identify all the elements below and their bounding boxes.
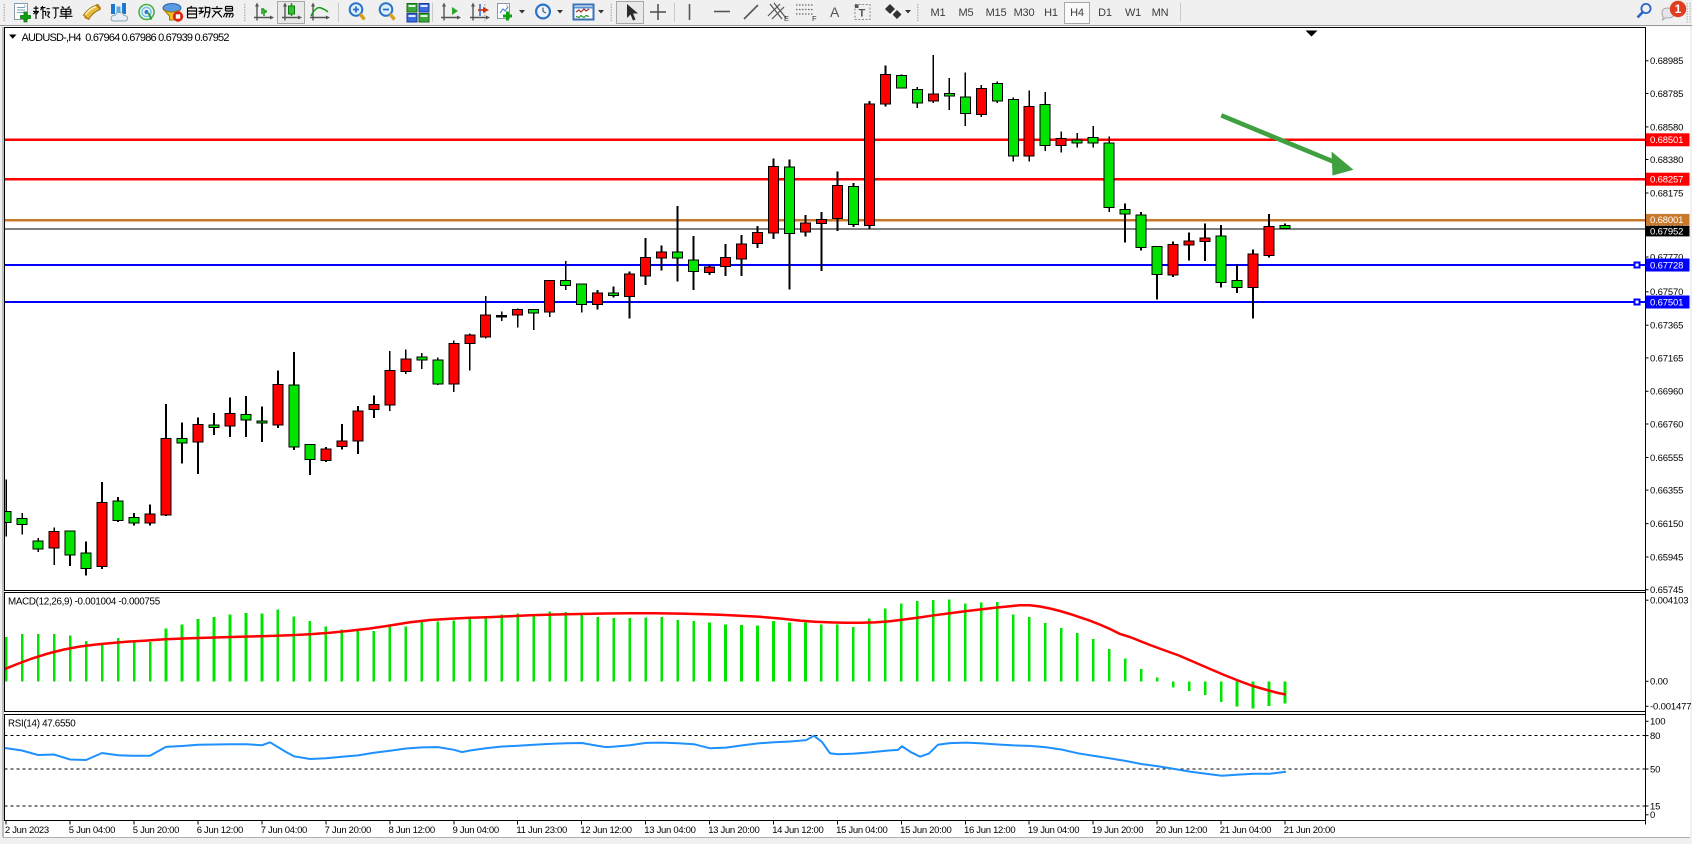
svg-text:20 Jun 12:00: 20 Jun 12:00 — [1156, 825, 1207, 836]
svg-text:0.67570: 0.67570 — [1650, 287, 1683, 298]
svg-text:9 Jun 04:00: 9 Jun 04:00 — [453, 825, 499, 836]
svg-text:0.67952: 0.67952 — [1650, 226, 1683, 237]
svg-text:0.66355: 0.66355 — [1650, 486, 1683, 497]
svg-text:0.67728: 0.67728 — [1650, 260, 1683, 271]
svg-text:0.67165: 0.67165 — [1650, 353, 1683, 364]
svg-text:M30: M30 — [1014, 7, 1035, 19]
svg-text:0.65945: 0.65945 — [1650, 552, 1683, 563]
svg-text:14 Jun 12:00: 14 Jun 12:00 — [772, 825, 823, 836]
svg-text:13 Jun 04:00: 13 Jun 04:00 — [644, 825, 695, 836]
svg-text:0.68785: 0.68785 — [1650, 89, 1683, 100]
svg-text:6 Jun 12:00: 6 Jun 12:00 — [197, 825, 243, 836]
svg-text:5 Jun 20:00: 5 Jun 20:00 — [133, 825, 179, 836]
svg-text:50: 50 — [1650, 764, 1660, 775]
svg-text:0.66960: 0.66960 — [1650, 387, 1683, 398]
svg-text:M1: M1 — [931, 7, 946, 19]
svg-text:E: E — [784, 14, 789, 23]
svg-text:19 Jun 20:00: 19 Jun 20:00 — [1092, 825, 1143, 836]
svg-text:0.65745: 0.65745 — [1650, 585, 1683, 596]
svg-text:0.66150: 0.66150 — [1650, 519, 1683, 530]
svg-text:0: 0 — [1650, 810, 1655, 821]
svg-text:W1: W1 — [1125, 7, 1141, 19]
svg-text:F: F — [812, 14, 817, 23]
svg-text:15: 15 — [1650, 801, 1660, 812]
svg-text:T: T — [859, 8, 866, 20]
svg-text:21 Jun 04:00: 21 Jun 04:00 — [1220, 825, 1271, 836]
svg-text:-0.001477: -0.001477 — [1650, 702, 1691, 713]
svg-text:2 Jun 2023: 2 Jun 2023 — [5, 825, 49, 836]
svg-text:16 Jun 12:00: 16 Jun 12:00 — [964, 825, 1015, 836]
svg-text:0.67365: 0.67365 — [1650, 321, 1683, 332]
svg-text:M5: M5 — [959, 7, 974, 19]
svg-text:H4: H4 — [1070, 7, 1084, 19]
svg-text:19 Jun 04:00: 19 Jun 04:00 — [1028, 825, 1079, 836]
svg-text:0.66760: 0.66760 — [1650, 419, 1683, 430]
svg-text:D1: D1 — [1098, 7, 1112, 19]
svg-text:13 Jun 20:00: 13 Jun 20:00 — [708, 825, 759, 836]
svg-text:MACD(12,26,9) -0.001004 -0.000: MACD(12,26,9) -0.001004 -0.000755 — [8, 597, 161, 608]
svg-text:1: 1 — [1675, 2, 1682, 16]
svg-text:0.68580: 0.68580 — [1650, 122, 1683, 133]
svg-text:15 Jun 20:00: 15 Jun 20:00 — [900, 825, 951, 836]
svg-text:100: 100 — [1650, 717, 1665, 728]
svg-text:0.00: 0.00 — [1650, 677, 1668, 688]
svg-text:21 Jun 20:00: 21 Jun 20:00 — [1284, 825, 1335, 836]
svg-text:0.68380: 0.68380 — [1650, 155, 1683, 166]
svg-text:0.66555: 0.66555 — [1650, 453, 1683, 464]
svg-text:5 Jun 04:00: 5 Jun 04:00 — [69, 825, 115, 836]
svg-text:AUDUSD-,H4 0.67964 0.67986 0.: AUDUSD-,H4 0.67964 0.67986 0.67939 0.679… — [22, 32, 230, 44]
svg-text:0.004103: 0.004103 — [1650, 596, 1688, 607]
svg-text:M15: M15 — [986, 7, 1007, 19]
svg-text:7 Jun 04:00: 7 Jun 04:00 — [261, 825, 307, 836]
svg-text:0.68501: 0.68501 — [1650, 135, 1683, 146]
svg-text:A: A — [830, 4, 840, 20]
svg-text:0.68985: 0.68985 — [1650, 56, 1683, 67]
svg-text:11 Jun 23:00: 11 Jun 23:00 — [516, 825, 567, 836]
svg-text:0.68175: 0.68175 — [1650, 188, 1683, 199]
svg-text:RSI(14) 47.6550: RSI(14) 47.6550 — [8, 719, 76, 730]
svg-text:12 Jun 12:00: 12 Jun 12:00 — [580, 825, 631, 836]
svg-text:0.67770: 0.67770 — [1650, 252, 1683, 263]
svg-text:0.68001: 0.68001 — [1650, 215, 1683, 226]
svg-text:0.67501: 0.67501 — [1650, 297, 1683, 308]
svg-text:80: 80 — [1650, 731, 1660, 742]
svg-text:H1: H1 — [1044, 7, 1058, 19]
svg-text:0.68257: 0.68257 — [1650, 175, 1683, 186]
svg-text:8 Jun 12:00: 8 Jun 12:00 — [389, 825, 435, 836]
svg-text:15 Jun 04:00: 15 Jun 04:00 — [836, 825, 887, 836]
svg-text:7 Jun 20:00: 7 Jun 20:00 — [325, 825, 371, 836]
svg-text:MN: MN — [1152, 7, 1169, 19]
